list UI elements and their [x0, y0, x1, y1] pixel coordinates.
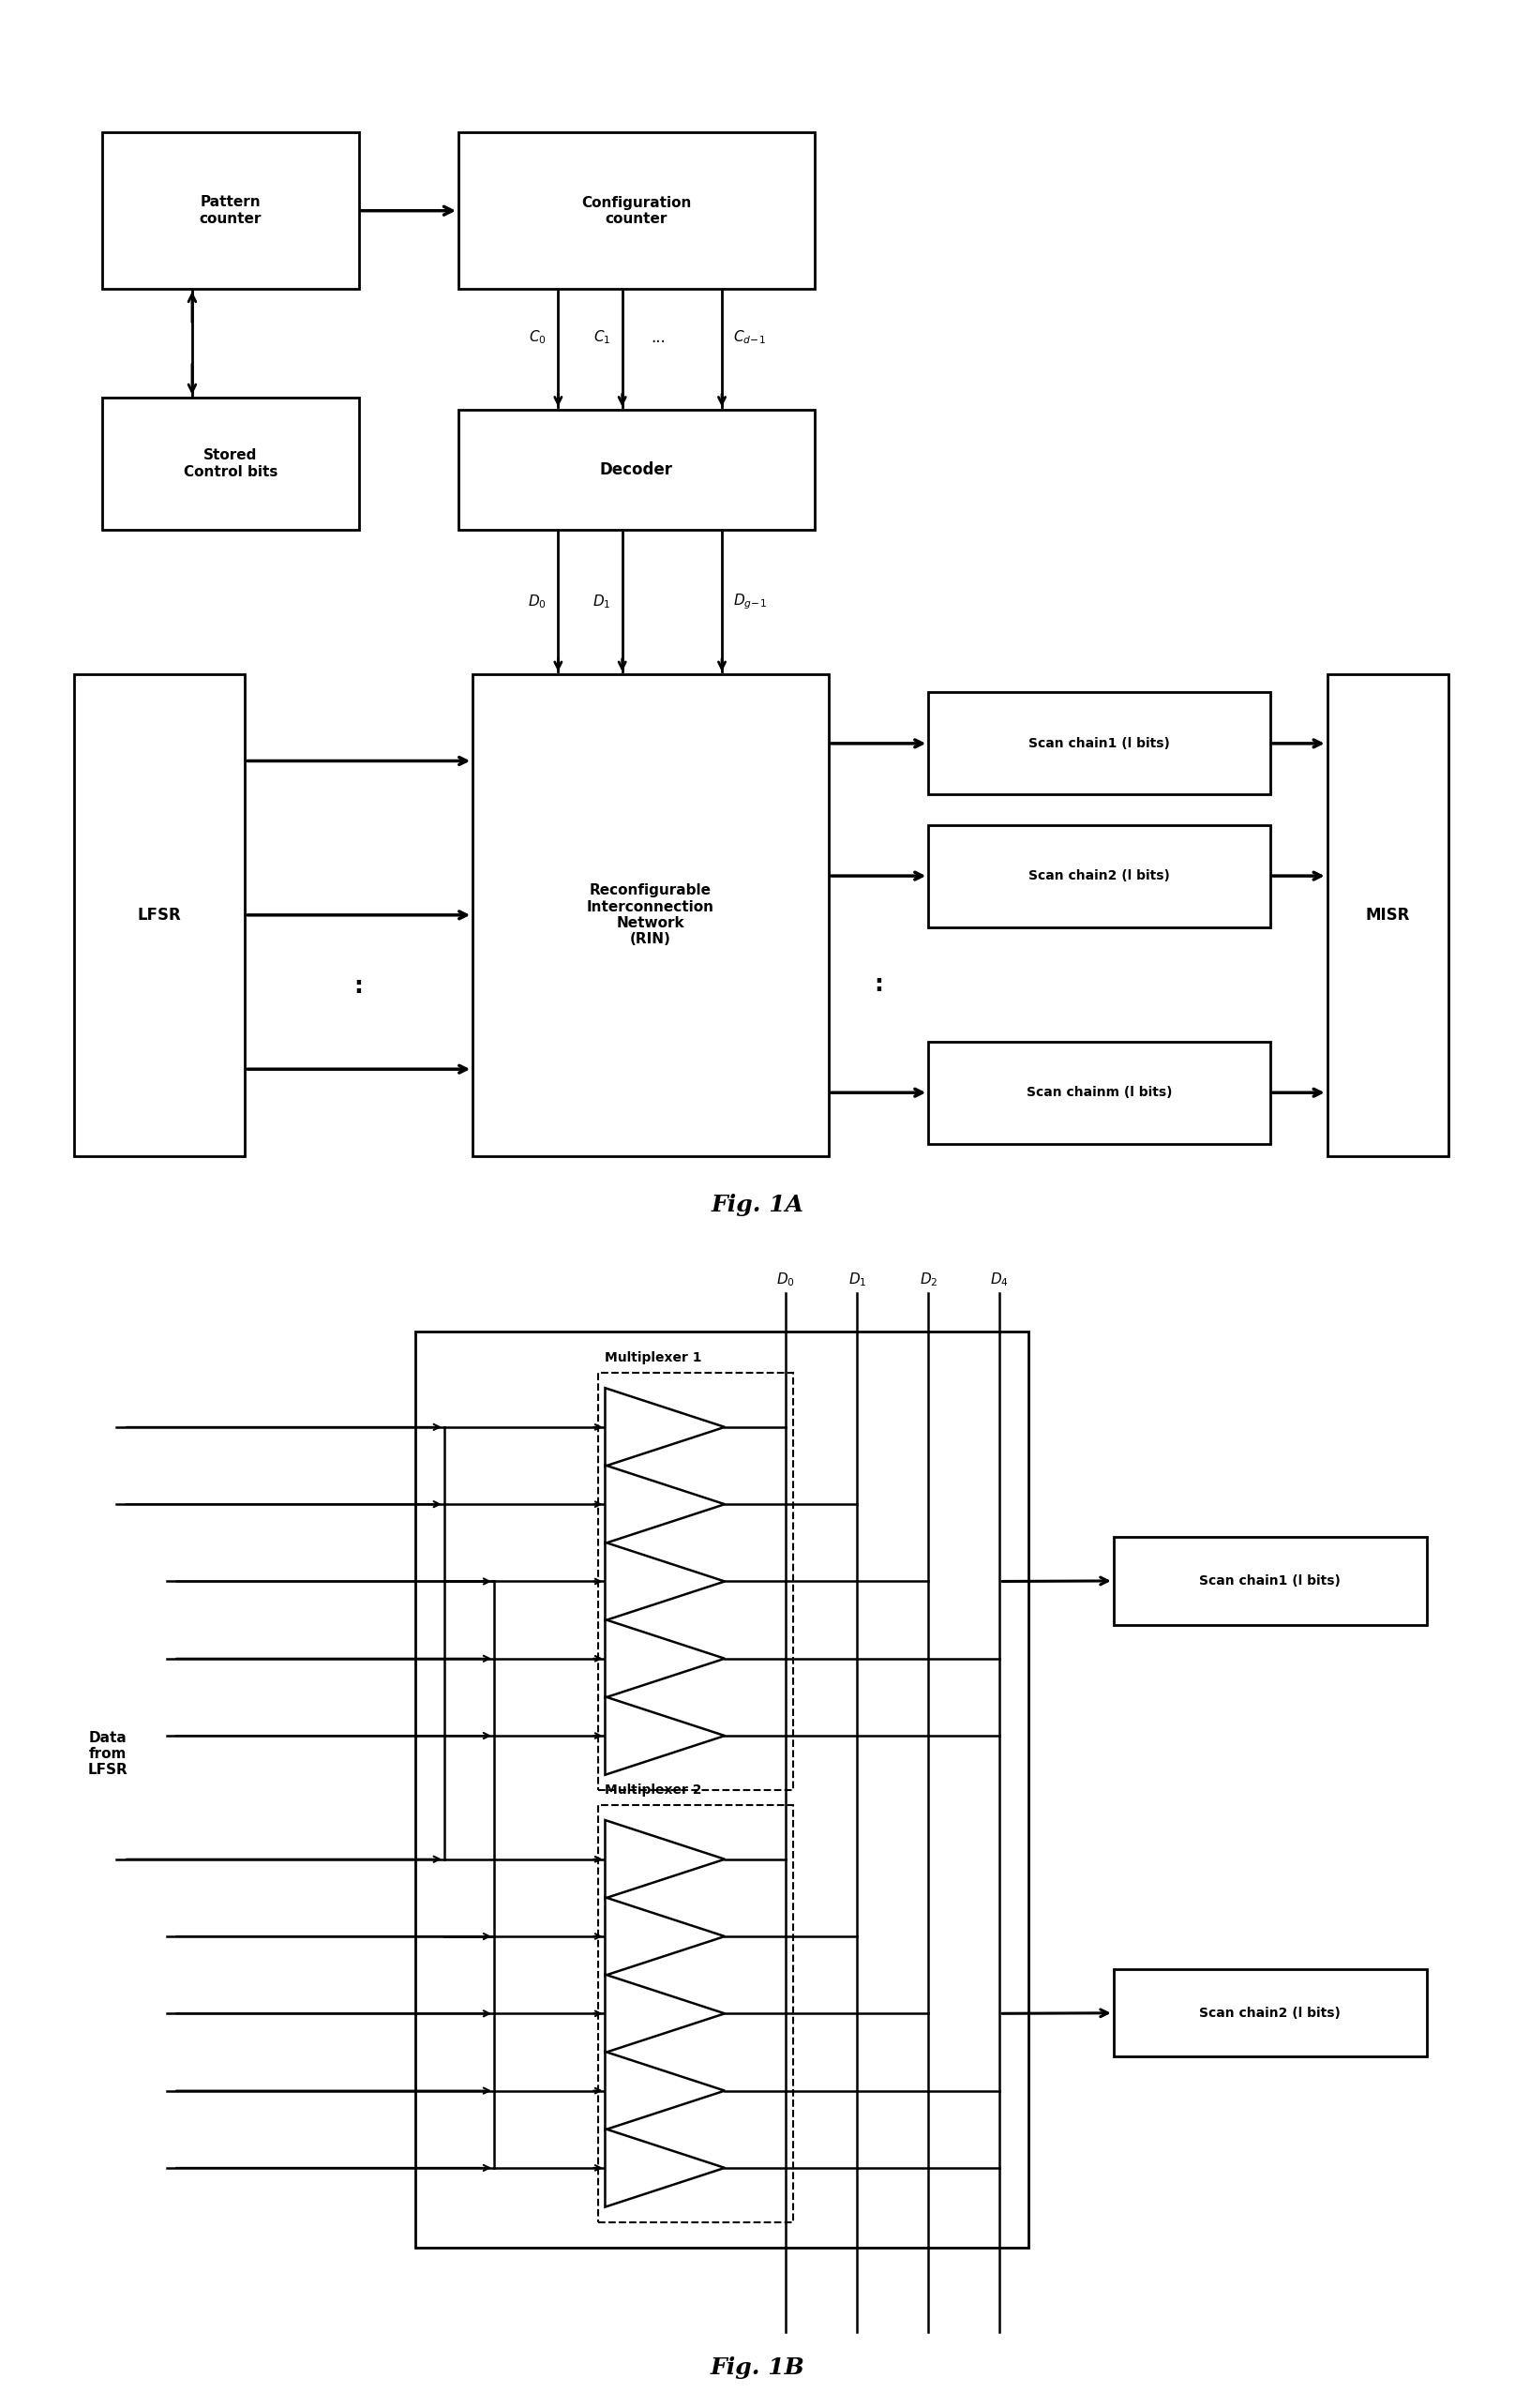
Polygon shape [604, 1898, 724, 1975]
Bar [598, 1804, 794, 2223]
Text: Pattern
counter: Pattern counter [200, 195, 262, 226]
Text: $D_0$: $D_0$ [529, 592, 547, 612]
Text: MISR: MISR [1365, 905, 1410, 925]
Polygon shape [604, 1541, 724, 1621]
Bar [1114, 1970, 1427, 2056]
Text: $D_0$: $D_0$ [777, 1271, 795, 1288]
Text: $D_4$: $D_4$ [991, 1271, 1009, 1288]
Text: $D_{g\!-\!1}$: $D_{g\!-\!1}$ [733, 592, 767, 612]
Text: Scan chainm (l bits): Scan chainm (l bits) [1026, 1086, 1173, 1098]
Bar [415, 1332, 1029, 2249]
Polygon shape [604, 1975, 724, 2052]
Text: $D_1$: $D_1$ [592, 592, 611, 612]
Text: Scan chain2 (l bits): Scan chain2 (l bits) [1200, 2006, 1341, 2020]
Polygon shape [604, 1387, 724, 1466]
Polygon shape [604, 1698, 724, 1775]
Text: :: : [355, 975, 364, 997]
Text: Multiplexer 1: Multiplexer 1 [604, 1351, 701, 1365]
Polygon shape [604, 1621, 724, 1698]
Text: $D_1$: $D_1$ [848, 1271, 867, 1288]
Text: $C_{d\!-\!1}$: $C_{d\!-\!1}$ [733, 327, 767, 347]
Bar [929, 824, 1270, 927]
Bar [103, 397, 359, 530]
Text: $C_0$: $C_0$ [529, 327, 547, 347]
Bar [459, 132, 815, 289]
Text: :: : [874, 973, 883, 995]
Text: Scan chain2 (l bits): Scan chain2 (l bits) [1029, 869, 1170, 881]
Text: Fig. 1A: Fig. 1A [711, 1194, 804, 1216]
Polygon shape [604, 2129, 724, 2208]
Bar [929, 1040, 1270, 1144]
Bar [929, 694, 1270, 795]
Bar [598, 1373, 794, 1789]
Bar [459, 409, 815, 530]
Text: Configuration
counter: Configuration counter [582, 195, 691, 226]
Polygon shape [604, 1464, 724, 1544]
Bar [1114, 1536, 1427, 1625]
Text: $C_1$: $C_1$ [594, 327, 611, 347]
Bar [74, 674, 245, 1156]
Bar [473, 674, 829, 1156]
Polygon shape [604, 1820, 724, 1898]
Text: Decoder: Decoder [600, 460, 673, 479]
Text: Reconfigurable
Interconnection
Network
(RIN): Reconfigurable Interconnection Network (… [586, 884, 715, 946]
Text: Scan chain1 (l bits): Scan chain1 (l bits) [1029, 737, 1170, 749]
Bar [1327, 674, 1448, 1156]
Polygon shape [604, 2052, 724, 2129]
Bar [103, 132, 359, 289]
Text: $D_2$: $D_2$ [920, 1271, 938, 1288]
Text: Stored
Control bits: Stored Control bits [183, 448, 277, 479]
Text: Fig. 1B: Fig. 1B [711, 2357, 804, 2379]
Text: Data
from
LFSR: Data from LFSR [88, 1731, 129, 1777]
Text: Scan chain1 (l bits): Scan chain1 (l bits) [1200, 1575, 1341, 1587]
Text: ...: ... [650, 327, 665, 347]
Text: LFSR: LFSR [138, 905, 182, 925]
Text: Multiplexer 2: Multiplexer 2 [604, 1784, 701, 1796]
